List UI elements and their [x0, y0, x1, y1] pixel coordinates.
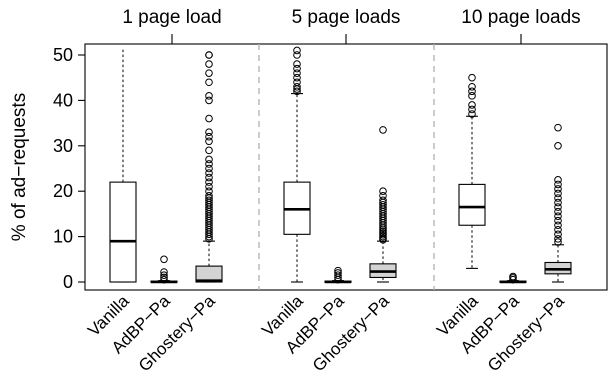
- box-0-1: [150, 255, 178, 284]
- group-label: 10 page loads: [461, 7, 580, 28]
- outlier-point: [554, 185, 562, 193]
- box-2-0: [458, 73, 486, 269]
- outlier-point: [554, 198, 562, 207]
- outlier-point: [334, 266, 342, 275]
- y-tick-label: 50: [53, 45, 73, 65]
- outlier-point: [554, 225, 562, 234]
- outlier-point: [293, 78, 301, 87]
- outlier-point: [205, 178, 213, 186]
- outlier-point: [468, 82, 476, 91]
- outlier-point: [554, 194, 562, 202]
- outlier-point: [205, 132, 213, 141]
- outlier-point: [205, 196, 213, 205]
- outlier-point: [468, 73, 476, 82]
- outlier-point: [379, 126, 387, 134]
- outlier-point: [205, 51, 213, 59]
- outlier-point: [554, 123, 562, 132]
- outlier-point: [205, 146, 213, 155]
- outlier-point: [554, 216, 562, 225]
- outlier-point: [468, 92, 476, 100]
- outlier-point: [379, 187, 387, 195]
- outlier-point: [160, 271, 168, 279]
- outlier-point: [293, 69, 301, 77]
- outlier-point: [205, 182, 213, 191]
- outlier-point: [160, 273, 168, 282]
- outlier-point: [379, 196, 387, 205]
- outlier-point: [379, 201, 387, 209]
- y-tick-label: 20: [53, 181, 73, 201]
- group-label: 5 page loads: [292, 7, 401, 28]
- outlier-point: [379, 191, 387, 200]
- box-2-1: [499, 272, 527, 284]
- outlier-point: [554, 238, 562, 246]
- outlier-point: [205, 78, 213, 87]
- outlier-point: [334, 269, 342, 277]
- outlier-point: [205, 114, 213, 123]
- outlier-point: [554, 180, 562, 189]
- outlier-point: [554, 142, 562, 150]
- outlier-point: [160, 275, 168, 284]
- y-axis-label: % of ad−requests: [9, 93, 30, 241]
- outlier-point: [293, 46, 301, 55]
- outlier-point: [468, 105, 476, 114]
- y-tick-label: 30: [53, 136, 73, 156]
- outlier-point: [293, 73, 301, 82]
- y-tick-label: 40: [53, 90, 73, 110]
- outlier-point: [554, 230, 562, 239]
- outlier-point: [293, 64, 301, 73]
- y-tick-label: 10: [53, 227, 73, 247]
- outlier-point: [554, 189, 562, 198]
- outlier-point: [554, 221, 562, 230]
- outlier-point: [205, 191, 213, 200]
- group-label: 1 page load: [122, 7, 221, 28]
- box-1-2: [369, 126, 397, 283]
- outlier-point: [293, 60, 301, 68]
- outlier-point: [293, 87, 301, 96]
- y-tick-label: 0: [63, 272, 73, 292]
- y-axis: 0 10 20 30 40 50: [53, 45, 85, 292]
- outlier-point: [160, 255, 168, 264]
- outlier-point: [468, 110, 476, 118]
- iqr-box: [458, 183, 486, 226]
- outlier-point: [293, 51, 301, 59]
- group-labels: 1 page load 5 page loads 10 page loads: [122, 7, 581, 44]
- outlier-point: [554, 176, 562, 184]
- outlier-point: [205, 169, 213, 177]
- outlier-point: [205, 128, 213, 136]
- outlier-point: [554, 235, 562, 243]
- group-separators: [258, 44, 435, 290]
- outlier-point: [205, 69, 213, 77]
- outlier-point: [468, 101, 476, 109]
- outlier-point: [554, 203, 562, 211]
- iqr-box: [195, 265, 223, 283]
- outlier-point: [205, 160, 213, 168]
- outlier-point: [205, 155, 213, 164]
- outlier-point: [293, 82, 301, 91]
- box-2-2: [544, 123, 572, 283]
- outlier-point: [468, 87, 476, 96]
- outlier-point: [205, 164, 213, 173]
- outlier-point: [205, 137, 213, 146]
- outlier-point: [205, 92, 213, 100]
- outlier-point: [205, 187, 213, 195]
- box-1-0: [283, 46, 311, 283]
- outlier-point: [205, 60, 213, 68]
- iqr-box: [109, 181, 137, 283]
- outlier-point: [160, 268, 168, 276]
- outlier-point: [205, 173, 213, 182]
- box-0-0: [109, 47, 137, 283]
- box-1-1: [324, 266, 352, 284]
- outlier-point: [509, 272, 517, 281]
- boxes: [109, 46, 572, 284]
- outlier-point: [554, 207, 562, 216]
- outlier-point: [205, 96, 213, 105]
- outlier-point: [334, 271, 342, 279]
- box-0-2: [195, 51, 223, 283]
- plot-frame: [84, 43, 608, 291]
- outlier-point: [554, 212, 562, 220]
